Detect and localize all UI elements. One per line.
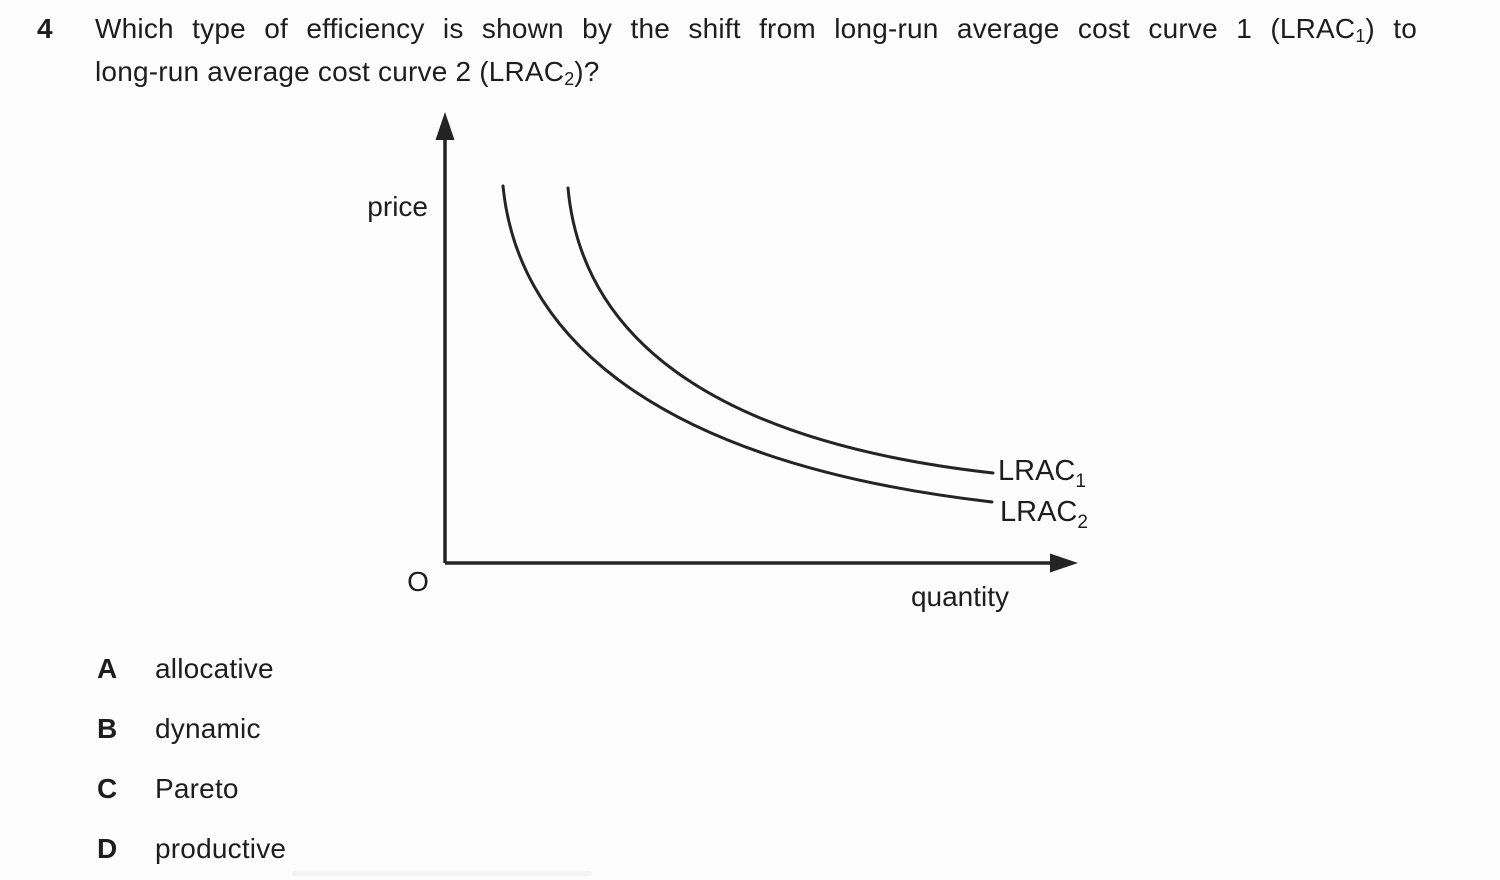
option-b-label: dynamic <box>155 713 261 744</box>
lrac1-label-sub: 1 <box>1075 471 1086 492</box>
question-line1-text: Which type of efficiency is shown by the… <box>95 13 1356 44</box>
question-line-2: long-run average cost curve 2 (LRAC2)? <box>95 54 1417 97</box>
option-a: A allocative <box>97 654 274 684</box>
question-line-1: Which type of efficiency is shown by the… <box>95 11 1417 54</box>
option-d-letter: D <box>97 833 118 864</box>
option-a-letter: A <box>97 653 118 684</box>
option-c-label: Pareto <box>155 773 239 804</box>
x-axis-label: quantity <box>911 581 1009 612</box>
option-c: C Pareto <box>97 774 239 804</box>
question-line2-tail: )? <box>574 56 600 87</box>
lrac2-label-text: LRAC <box>1000 496 1077 528</box>
question-number: 4 <box>37 13 53 44</box>
origin-label: O <box>407 566 429 597</box>
question-text: Which type of efficiency is shown by the… <box>95 11 1417 97</box>
lrac-diagram: price O quantity LRAC1 LRAC2 <box>367 112 1088 612</box>
option-c-letter: C <box>97 773 118 804</box>
lrac2-label-sub: 2 <box>1077 512 1088 533</box>
scan-artifact <box>292 871 592 876</box>
lrac1-label: LRAC1 <box>998 455 1086 492</box>
lrac1-subscript: 1 <box>1355 26 1366 46</box>
question-line1-tail: ) to <box>1365 13 1417 44</box>
lrac2-curve <box>501 184 994 504</box>
option-a-label: allocative <box>155 653 274 684</box>
x-axis-arrow-icon <box>1050 553 1078 573</box>
lrac2-subscript: 2 <box>564 69 575 89</box>
question-line2-text: long-run average cost curve 2 (LRAC <box>95 56 565 87</box>
lrac2-label: LRAC2 <box>1000 496 1088 533</box>
y-axis-label: price <box>367 191 428 222</box>
lrac1-label-text: LRAC <box>998 455 1075 487</box>
option-b-letter: B <box>97 713 118 744</box>
lrac1-curve <box>566 186 995 475</box>
y-axis-arrow-icon <box>435 112 455 140</box>
option-b: B dynamic <box>97 714 261 744</box>
option-d: D productive <box>97 834 286 864</box>
option-d-label: productive <box>155 833 287 864</box>
